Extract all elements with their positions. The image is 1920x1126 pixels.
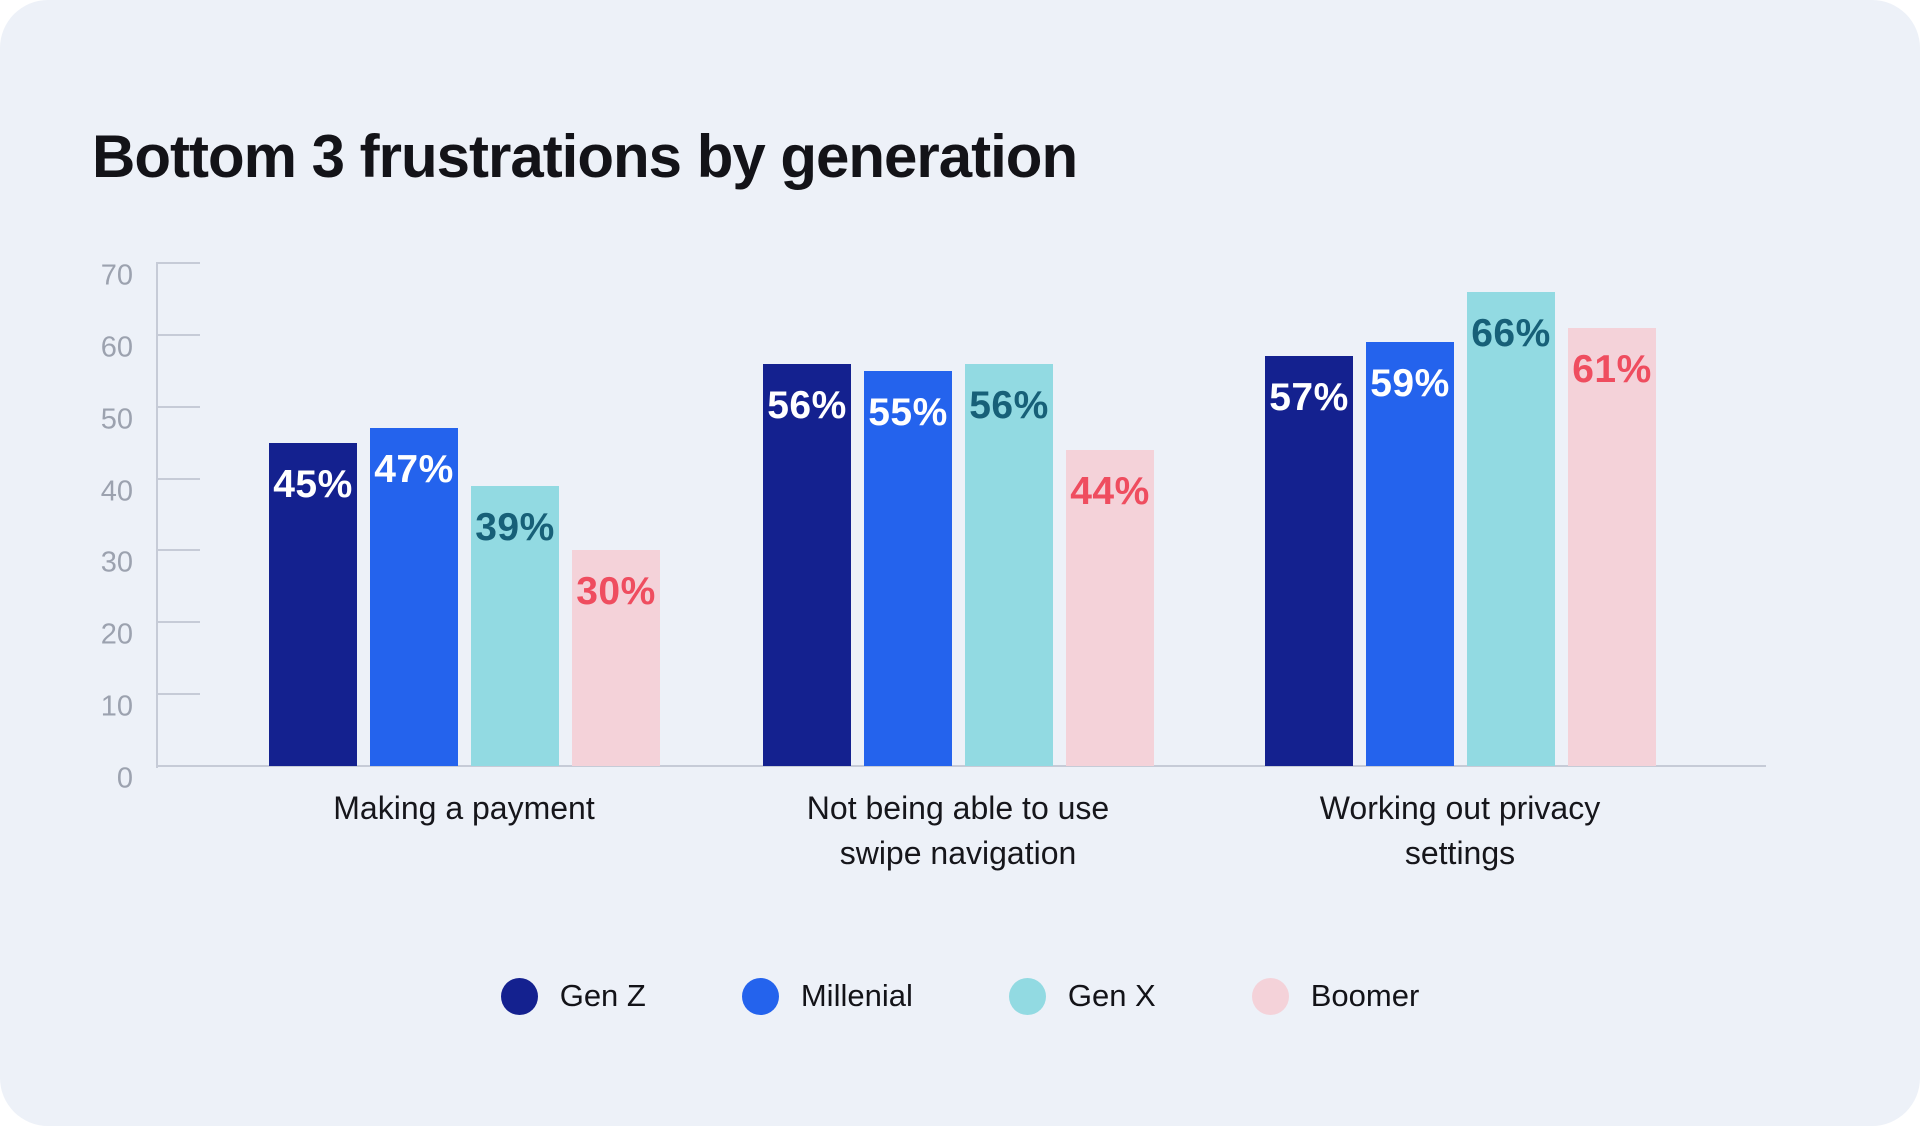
category-label: Not being able to use swipe navigation <box>807 786 1109 876</box>
legend-swatch-gen-z <box>500 977 538 1015</box>
y-axis-tick-label: 60 <box>100 331 133 364</box>
bar-value-label: 39% <box>475 506 555 549</box>
bar-value-label: 61% <box>1572 348 1652 391</box>
bar-value-label: 47% <box>374 448 454 491</box>
category-label: Working out privacy settings <box>1320 786 1600 876</box>
bar-boomer: 61% <box>1568 328 1656 766</box>
y-axis-tick <box>156 333 200 336</box>
bar-value-label: 59% <box>1370 362 1450 405</box>
legend-item-gen-z: Gen Z <box>500 977 646 1015</box>
legend-item-boomer: Boomer <box>1251 977 1420 1015</box>
x-axis-line <box>156 765 1766 767</box>
bar-value-label: 56% <box>969 384 1049 427</box>
y-axis-tick-label: 0 <box>116 762 133 795</box>
bar-value-label: 66% <box>1471 312 1551 355</box>
y-axis-tick-label: 70 <box>100 259 133 292</box>
y-axis-tick-label: 40 <box>100 475 133 508</box>
y-axis-line <box>156 263 158 768</box>
y-axis-tick <box>156 405 200 408</box>
bar-gen-x: 39% <box>471 486 559 766</box>
bar-gen-x: 66% <box>1467 292 1555 766</box>
legend-label: Millenial <box>800 978 913 1013</box>
legend-swatch-gen-x <box>1008 977 1046 1015</box>
y-axis-tick <box>156 477 200 480</box>
category-label-line: Making a payment <box>333 790 595 826</box>
y-axis-tick-label: 10 <box>100 690 133 723</box>
bar-boomer: 30% <box>572 550 660 766</box>
legend-label: Boomer <box>1310 978 1420 1013</box>
legend-swatch-boomer <box>1251 977 1289 1015</box>
legend-label: Gen X <box>1067 978 1156 1013</box>
y-axis-tick <box>156 549 200 552</box>
category-label-line: Not being able to use <box>806 790 1110 826</box>
bar-gen-z: 56% <box>763 364 851 766</box>
y-axis-tick-label: 50 <box>100 403 133 436</box>
y-axis-tick <box>156 262 200 264</box>
chart-title: Bottom 3 frustrations by generation <box>92 123 1078 190</box>
category-label: Making a payment <box>333 786 594 831</box>
chart-legend: Gen Z Millenial Gen X Boomer <box>0 966 1920 1026</box>
bar-gen-z: 57% <box>1265 356 1353 766</box>
y-axis-tick-label: 30 <box>100 546 133 579</box>
y-axis-tick <box>156 621 200 624</box>
bar-millenial: 59% <box>1366 342 1454 766</box>
category-label-line: settings <box>1404 835 1516 871</box>
bar-value-label: 56% <box>767 384 847 427</box>
category-label-line: Working out privacy <box>1319 790 1601 826</box>
bar-gen-x: 56% <box>965 364 1053 766</box>
category-label-line: swipe navigation <box>839 835 1077 871</box>
bar-gen-z: 45% <box>269 443 357 766</box>
y-axis-tick <box>156 693 200 696</box>
bar-value-label: 57% <box>1269 376 1349 419</box>
y-axis-tick-label: 20 <box>100 618 133 651</box>
legend-label: Gen Z <box>559 978 646 1013</box>
legend-item-millenial: Millenial <box>741 977 913 1015</box>
legend-swatch-millenial <box>741 977 779 1015</box>
bar-boomer: 44% <box>1066 450 1154 766</box>
bar-millenial: 55% <box>864 371 952 766</box>
bar-value-label: 55% <box>868 391 948 434</box>
bar-value-label: 30% <box>576 570 656 613</box>
legend-item-gen-x: Gen X <box>1008 977 1156 1015</box>
bar-millenial: 47% <box>370 428 458 766</box>
bar-value-label: 45% <box>273 463 353 506</box>
bar-value-label: 44% <box>1070 470 1150 513</box>
